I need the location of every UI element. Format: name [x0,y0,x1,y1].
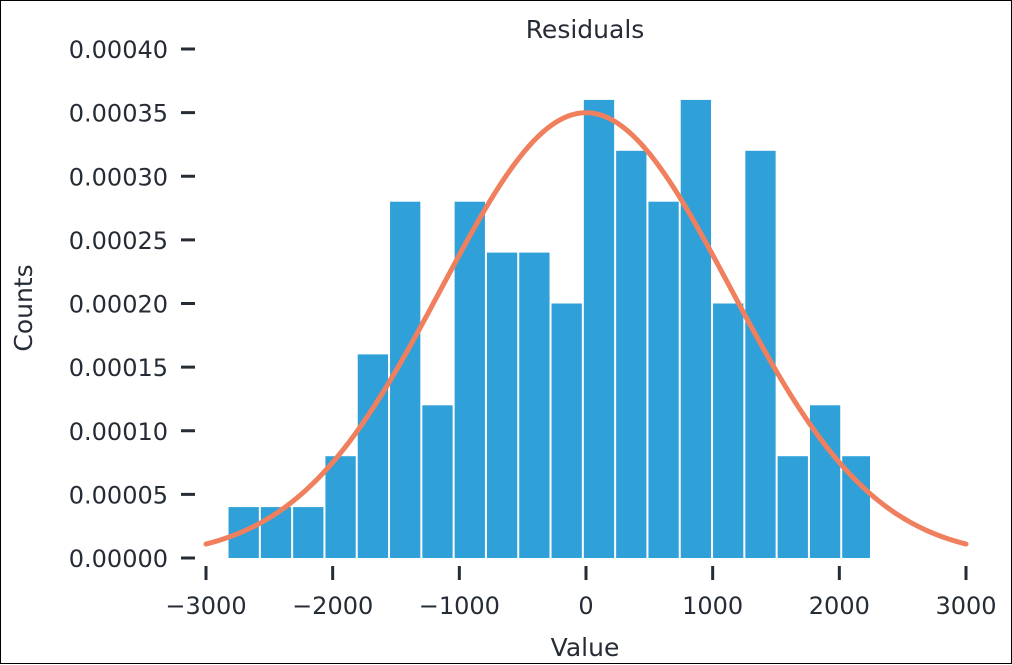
histogram-bar [745,150,776,559]
histogram-bar [680,99,712,559]
y-axis-label: Counts [9,264,38,351]
histogram-bar [616,150,647,559]
bars-layer [228,99,870,559]
x-tick-label: 2000 [809,592,870,620]
x-tick-label: 3000 [935,592,996,620]
y-tick-label: 0.00030 [69,163,168,191]
histogram-bar [551,303,582,558]
histogram-bar [390,201,421,558]
x-tick-label: 0 [578,592,593,620]
y-axis: 0.00000 0.00005 0.00010 0.00015 0.00020 0.000… [69,36,195,573]
y-tick-label: 0.00025 [69,227,168,255]
y-tick-label: 0.00040 [69,36,168,64]
histogram-bar [454,201,485,558]
y-tick-label: 0.00000 [69,545,168,573]
normal-fit-curve [203,110,969,547]
y-tick-label: 0.00035 [69,100,168,128]
curve-layer [203,110,969,547]
x-tick-label: −1000 [419,592,500,620]
x-tick-label: −2000 [292,592,373,620]
x-axis-label: Value [551,633,620,662]
histogram-bar [519,252,550,558]
histogram-bar [486,252,518,558]
chart-title: Residuals [526,15,645,44]
y-tick-label: 0.00010 [69,418,168,446]
histogram-bar [583,99,615,559]
x-axis: −3000 −2000 −1000 0 1000 2000 3000 [165,566,997,620]
histogram-bar [713,303,744,558]
x-tick-label: −3000 [165,592,246,620]
y-tick-label: 0.00020 [69,291,168,319]
y-tick-label: 0.00015 [69,354,168,382]
histogram-bar [325,456,356,558]
histogram-bar [777,456,808,558]
histogram-bar [357,354,389,558]
histogram-bar [648,201,679,558]
histogram-bar [293,507,324,558]
x-tick-label: 1000 [682,592,743,620]
histogram-bar [422,405,453,558]
y-tick-label: 0.00005 [69,481,168,509]
